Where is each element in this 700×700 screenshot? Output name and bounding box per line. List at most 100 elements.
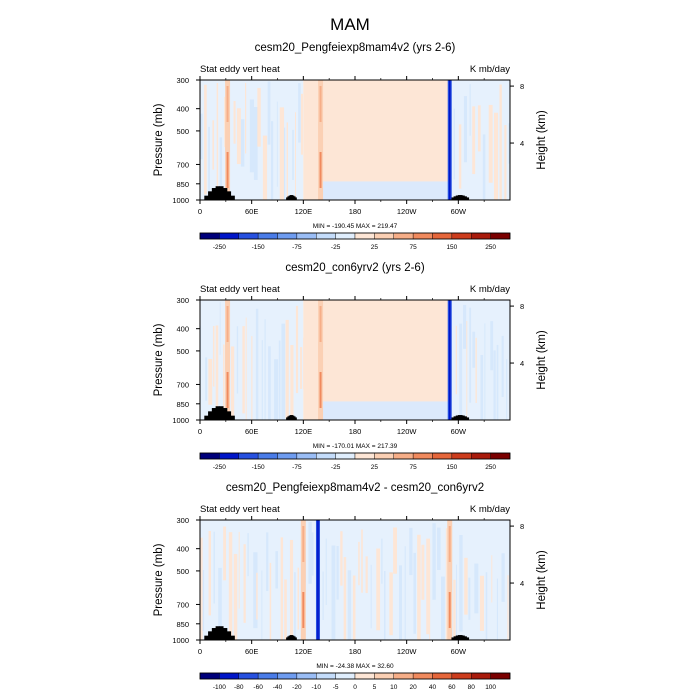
field-label: Stat eddy vert heat (200, 284, 280, 295)
field-stripe (208, 530, 212, 616)
x-tick-label: 120E (295, 427, 313, 436)
colorbar-swatch (471, 672, 491, 680)
positive-extreme-core (319, 152, 322, 188)
chart-panel-1: cesm20_Pengfeiexp8mam4v2 (yrs 2-6) Stat e… (153, 42, 548, 251)
panel-title: cesm20_con6yrv2 (yrs 2-6) (285, 262, 424, 274)
field-stripe (261, 340, 263, 420)
field-stripe (205, 357, 208, 401)
colorbar-swatch (471, 232, 491, 240)
topography (295, 417, 297, 420)
field-stripe (325, 538, 327, 605)
field-stripe (365, 556, 368, 594)
field-stripe (212, 120, 215, 170)
topography (215, 406, 220, 420)
stats-label: MIN = -170.01 MAX = 217.39 (313, 443, 398, 450)
colorbar-swatch (257, 452, 278, 460)
field-stripe (370, 564, 372, 629)
y2-tick-label: 8 (520, 302, 524, 311)
field-stripe (223, 344, 225, 420)
colorbar-swatch (432, 452, 453, 460)
field-stripe (215, 325, 219, 420)
positive-extreme-core (302, 526, 305, 562)
field-stripe (249, 99, 254, 173)
field-stripe (257, 87, 261, 147)
x-tick-label: 60E (245, 647, 258, 656)
colorbar-swatch (471, 452, 491, 460)
positive-extreme (225, 80, 231, 200)
field-stripe (437, 527, 441, 571)
x-tick-label: 120W (397, 647, 418, 656)
panels: cesm20_Pengfeiexp8mam4v2 (yrs 2-6) Stat e… (153, 42, 548, 691)
field-stripe (507, 575, 509, 640)
field-stripe (491, 555, 493, 603)
topography (226, 411, 232, 420)
colorbar-swatch (374, 672, 394, 680)
field-stripe (459, 535, 463, 632)
colorbar-swatch (316, 452, 336, 460)
field-stripe (477, 105, 481, 152)
colorbar-swatch (238, 672, 259, 680)
plot-area (200, 80, 510, 200)
topography (204, 635, 209, 640)
topography (460, 195, 463, 200)
colorbar-label: -25 (331, 244, 341, 251)
topography (466, 637, 470, 640)
field-stripe (268, 346, 271, 420)
topography (223, 628, 228, 640)
field-stripe (242, 326, 245, 414)
field-stripe (340, 531, 343, 586)
field-stripe (292, 129, 294, 181)
topography (215, 626, 220, 640)
chart-panel-2: cesm20_con6yrv2 (yrs 2-6) Stat eddy vert … (153, 262, 548, 471)
topography (293, 636, 296, 640)
y-tick-label: 850 (176, 400, 189, 409)
field-stripe (493, 350, 496, 420)
field-stripe (240, 119, 245, 167)
field-stripe (278, 340, 281, 420)
colorbar-swatch (296, 452, 317, 460)
positive-extreme-core (226, 372, 229, 408)
field-stripe (245, 317, 247, 420)
field-label: Stat eddy vert heat (200, 504, 280, 515)
field-stripe (266, 532, 269, 592)
field-stripe (455, 325, 457, 395)
field-stripe (253, 552, 258, 629)
field-stripe (294, 572, 296, 640)
field-stripe (464, 557, 468, 615)
positive-extreme (318, 80, 324, 200)
field-stripe (300, 93, 304, 155)
y-tick-label: 500 (176, 567, 189, 576)
colorbar-label: -10 (312, 684, 322, 691)
colorbar-swatch (374, 232, 394, 240)
y-tick-label: 300 (176, 76, 189, 85)
topography (291, 415, 293, 420)
topography (291, 635, 293, 640)
field-stripe (361, 529, 363, 593)
x-tick-label: 180 (349, 427, 362, 436)
topography (219, 406, 224, 420)
topography (457, 415, 461, 420)
field-stripe (429, 543, 431, 640)
field-stripe (200, 113, 203, 160)
field-stripe (417, 534, 421, 640)
negative-extreme-core (448, 80, 451, 200)
field-stripe (311, 532, 314, 576)
y-axis-label: Pressure (mb) (153, 543, 165, 616)
topography (208, 631, 213, 640)
colorbar-label: 75 (410, 464, 418, 471)
field-stripe (352, 575, 356, 640)
field-stripe (501, 335, 504, 397)
x-tick-label: 60E (245, 427, 258, 436)
field-stripe (295, 112, 296, 200)
field-stripe (212, 325, 215, 387)
colorbar-label: -80 (234, 684, 244, 691)
y2-tick-label: 8 (520, 522, 524, 531)
colorbar-swatch (277, 452, 298, 460)
units-label: K mb/day (470, 504, 510, 515)
topography (287, 636, 290, 640)
x-tick-label: 60E (245, 207, 258, 216)
field-stripe (484, 323, 486, 420)
positive-extreme-core (226, 306, 229, 342)
topography (211, 408, 217, 420)
